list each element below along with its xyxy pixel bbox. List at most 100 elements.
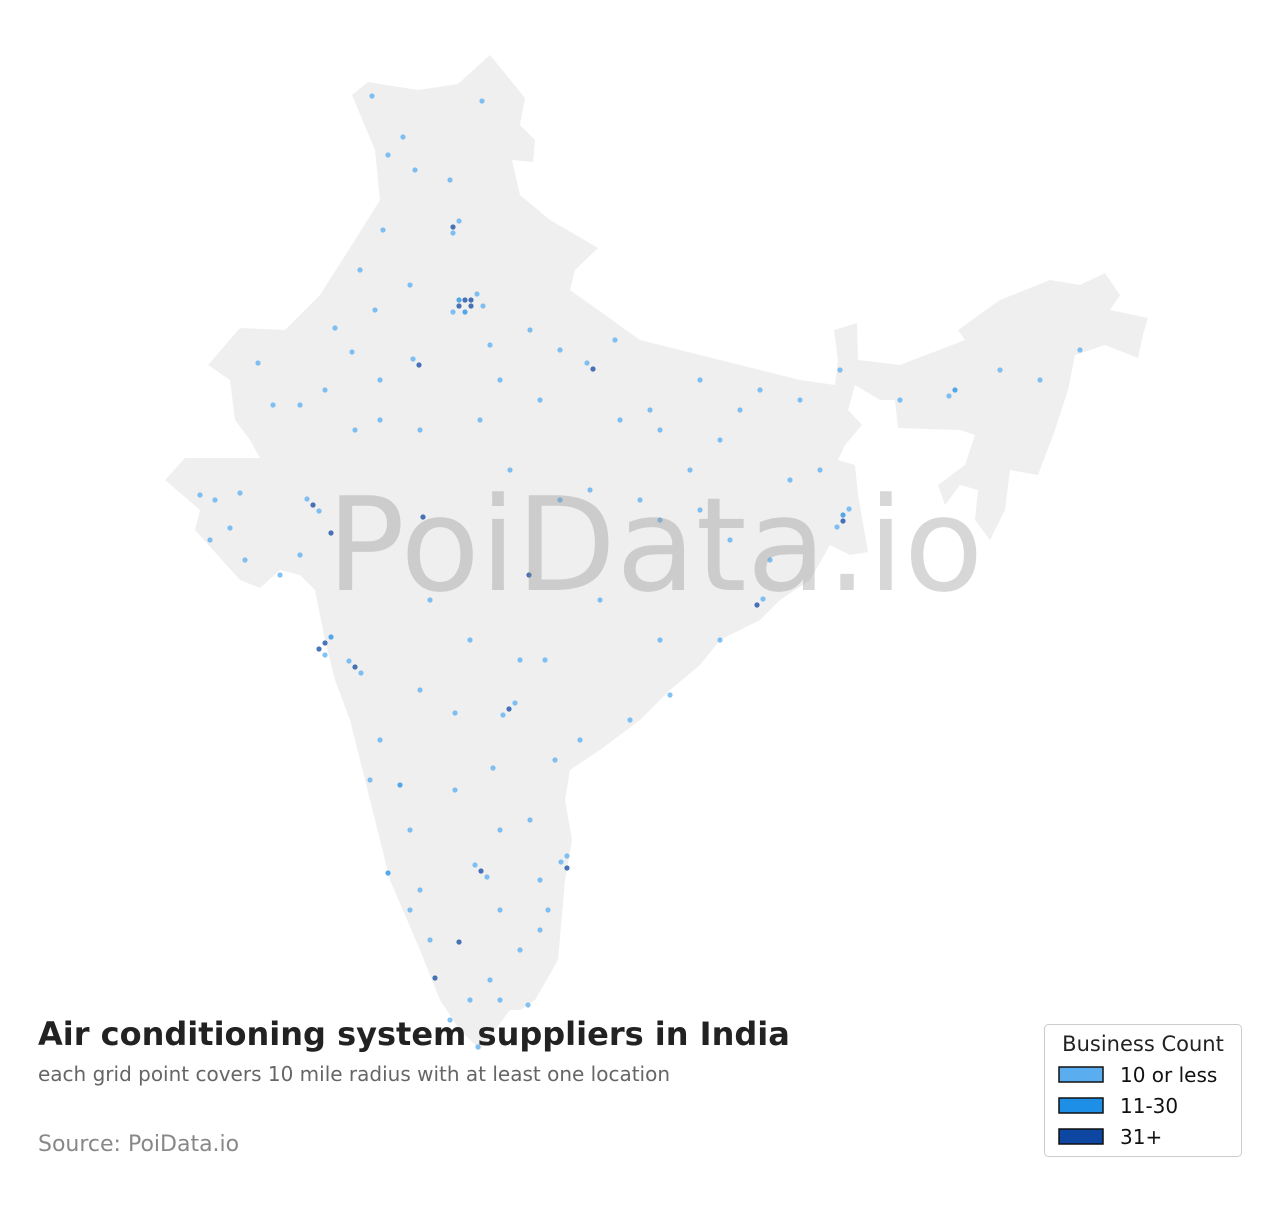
grid-point — [316, 508, 322, 514]
grid-point — [447, 1017, 453, 1023]
legend-label: 11-30 — [1120, 1094, 1178, 1118]
grid-point — [349, 349, 355, 355]
grid-point — [564, 865, 570, 871]
grid-point — [467, 997, 473, 1003]
grid-point — [657, 637, 663, 643]
grid-point — [757, 387, 763, 393]
grid-point — [837, 367, 843, 373]
grid-point — [456, 303, 462, 309]
grid-point — [452, 787, 458, 793]
grid-point — [467, 637, 473, 643]
grid-point — [897, 397, 903, 403]
grid-point — [657, 517, 663, 523]
grid-point — [542, 657, 548, 663]
grid-point — [397, 782, 403, 788]
grid-point — [417, 427, 423, 433]
grid-point — [385, 152, 391, 158]
grid-point — [352, 664, 358, 670]
grid-point — [637, 497, 643, 503]
grid-point — [479, 98, 485, 104]
chart-title: Air conditioning system suppliers in Ind… — [38, 1015, 790, 1053]
grid-point — [450, 224, 456, 230]
grid-point — [767, 557, 773, 563]
grid-point — [297, 552, 303, 558]
legend-swatch — [1058, 1066, 1104, 1083]
grid-point — [527, 327, 533, 333]
grid-point — [697, 377, 703, 383]
chart-subtitle: each grid point covers 10 mile radius wi… — [38, 1062, 670, 1086]
legend-label: 10 or less — [1120, 1063, 1217, 1087]
grid-point — [475, 1044, 481, 1050]
grid-point — [727, 537, 733, 543]
grid-point — [468, 297, 474, 303]
grid-point — [797, 397, 803, 403]
grid-point — [322, 652, 328, 658]
grid-point — [817, 467, 823, 473]
grid-point — [450, 309, 456, 315]
grid-point — [322, 640, 328, 646]
grid-point — [385, 870, 391, 876]
grid-point — [647, 407, 653, 413]
grid-point — [477, 417, 483, 423]
legend-box — [1044, 1024, 1242, 1157]
grid-point — [840, 512, 846, 518]
grid-point — [557, 497, 563, 503]
legend-swatch — [1058, 1097, 1104, 1114]
grid-point — [207, 537, 213, 543]
grid-point — [717, 637, 723, 643]
grid-point — [500, 712, 506, 718]
grid-point — [754, 602, 760, 608]
grid-point — [657, 427, 663, 433]
grid-point — [537, 397, 543, 403]
grid-point — [242, 557, 248, 563]
grid-point — [377, 417, 383, 423]
grid-point — [472, 862, 478, 868]
grid-point — [412, 167, 418, 173]
grid-point — [468, 303, 474, 309]
grid-point — [487, 342, 493, 348]
grid-point — [558, 859, 564, 865]
grid-point — [462, 309, 468, 315]
grid-point — [407, 907, 413, 913]
grid-point — [517, 947, 523, 953]
grid-point — [487, 977, 493, 983]
grid-point — [456, 218, 462, 224]
legend: Business Count 10 or less 11-30 31+ — [1044, 1024, 1242, 1157]
grid-point — [277, 572, 283, 578]
grid-point — [407, 827, 413, 833]
grid-point — [352, 427, 358, 433]
grid-point — [417, 887, 423, 893]
grid-point — [416, 362, 422, 368]
grid-point — [590, 366, 596, 372]
grid-point — [452, 710, 458, 716]
grid-point — [584, 360, 590, 366]
grid-point — [545, 907, 551, 913]
grid-point — [526, 572, 532, 578]
grid-point — [332, 325, 338, 331]
grid-point — [507, 467, 513, 473]
legend-items: 10 or less 11-30 31+ — [1058, 1063, 1217, 1149]
grid-point — [227, 525, 233, 531]
grid-point — [304, 496, 310, 502]
grid-point — [270, 402, 276, 408]
grid-point — [297, 402, 303, 408]
legend-title: Business Count — [1062, 1032, 1224, 1056]
grid-point — [525, 1002, 531, 1008]
grid-point — [322, 387, 328, 393]
grid-point — [946, 393, 952, 399]
grid-point — [484, 874, 490, 880]
grid-point — [506, 706, 512, 712]
grid-point — [627, 717, 633, 723]
grid-point — [420, 514, 426, 520]
grid-point — [587, 487, 593, 493]
grid-point — [432, 975, 438, 981]
grid-point — [597, 597, 603, 603]
watermark: PoiData.io — [327, 469, 984, 621]
grid-point — [1077, 347, 1083, 353]
grid-point — [410, 356, 416, 362]
grid-point — [407, 282, 413, 288]
grid-point — [372, 307, 378, 313]
grid-point — [512, 700, 518, 706]
grid-point — [760, 596, 766, 602]
